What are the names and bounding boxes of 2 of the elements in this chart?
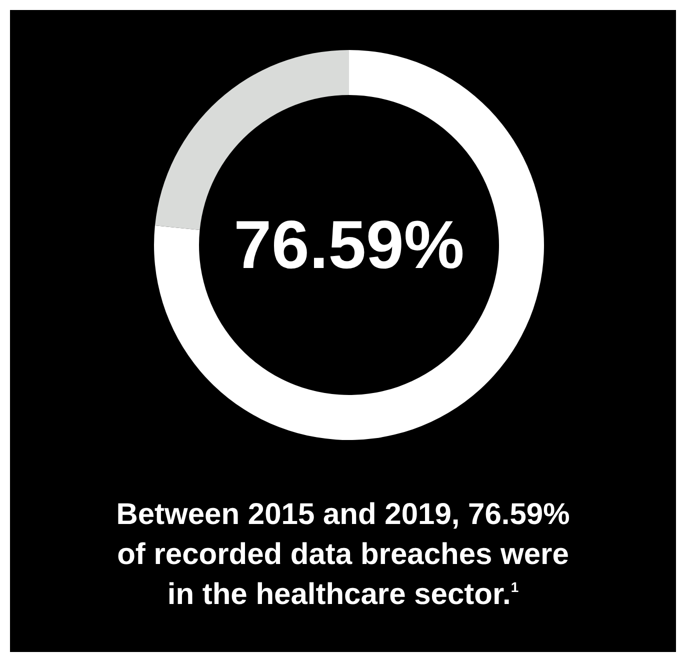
text: Between 2015 and 2019, 76.59% of recorded data breaches were in the healthcare sector.$^{1}$	[115, 497, 571, 613]
data-label: 76.59%	[234, 207, 464, 283]
